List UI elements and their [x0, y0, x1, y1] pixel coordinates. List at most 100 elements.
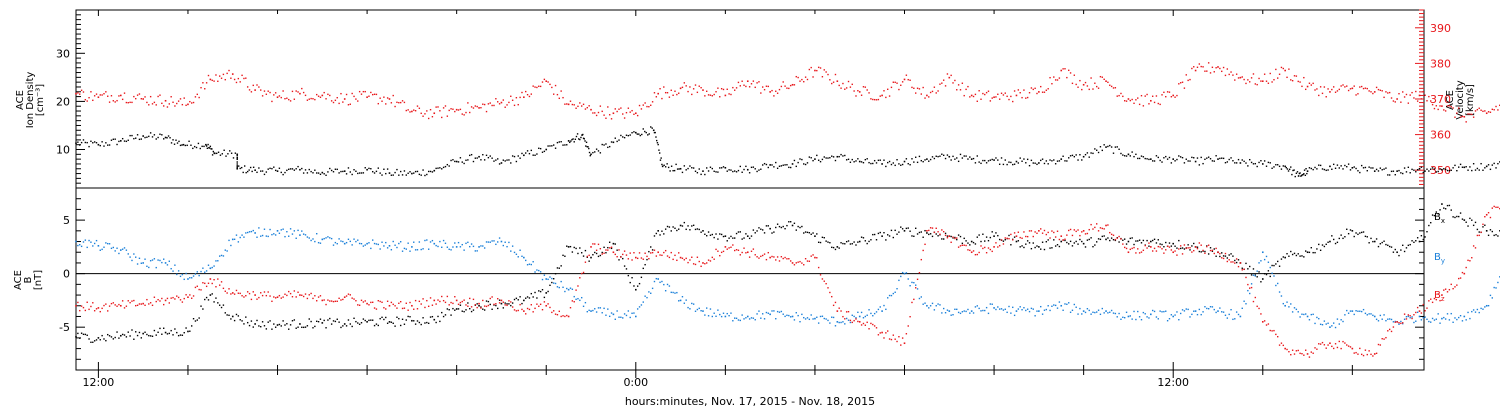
data-point — [1381, 338, 1383, 340]
data-point — [1301, 255, 1303, 257]
data-point — [610, 312, 613, 314]
data-point — [588, 260, 590, 262]
data-point — [431, 315, 434, 318]
data-point — [1435, 211, 1438, 213]
data-point — [441, 246, 443, 248]
data-point — [498, 299, 501, 301]
data-point — [177, 100, 180, 102]
data-point — [743, 237, 745, 239]
data-point — [1265, 273, 1268, 276]
data-point — [1077, 159, 1079, 161]
data-point — [1390, 318, 1393, 321]
data-point — [360, 93, 363, 95]
data-point — [1250, 161, 1253, 164]
data-point — [722, 88, 725, 91]
data-point — [954, 158, 956, 160]
data-point — [541, 289, 544, 291]
data-point — [1058, 245, 1061, 248]
data-point — [773, 256, 775, 258]
data-point — [1032, 162, 1034, 164]
data-point — [302, 326, 305, 329]
data-point — [84, 239, 87, 241]
data-point — [1097, 238, 1100, 240]
data-point — [510, 250, 512, 252]
data-point — [1303, 256, 1305, 258]
data-point — [900, 164, 902, 166]
data-point — [454, 160, 456, 163]
data-point — [511, 99, 514, 101]
data-point — [190, 325, 193, 327]
data-point — [242, 171, 244, 174]
data-point — [1230, 308, 1232, 311]
data-point — [1148, 158, 1150, 161]
data-point — [944, 157, 947, 160]
data-point — [625, 268, 628, 270]
data-point — [398, 174, 400, 176]
data-point — [1118, 148, 1120, 150]
data-point — [984, 309, 986, 312]
data-point — [349, 171, 352, 173]
data-point — [1045, 308, 1048, 311]
data-point — [1480, 231, 1482, 233]
data-point — [1122, 154, 1124, 156]
data-point — [778, 225, 781, 228]
data-point — [583, 138, 585, 140]
data-point — [181, 334, 184, 336]
data-point — [911, 235, 913, 237]
data-point — [1241, 269, 1243, 271]
data-point — [1306, 315, 1309, 318]
data-point — [396, 101, 398, 104]
data-point — [226, 250, 228, 252]
data-point — [201, 145, 203, 148]
data-point — [564, 144, 566, 146]
data-point — [189, 294, 191, 296]
data-point — [901, 81, 904, 83]
data-point — [1138, 157, 1141, 160]
data-point — [452, 307, 454, 310]
data-point — [403, 247, 406, 250]
data-point — [204, 298, 206, 301]
y-tick-label: -5 — [59, 321, 70, 334]
data-point — [142, 98, 144, 100]
data-point — [1405, 247, 1408, 249]
data-point — [578, 138, 580, 140]
data-point — [483, 159, 486, 161]
data-point — [506, 104, 508, 106]
data-point — [1484, 224, 1486, 226]
data-point — [821, 236, 824, 239]
data-point — [90, 305, 92, 308]
data-point — [1165, 310, 1167, 312]
data-point — [209, 145, 212, 148]
data-point — [181, 301, 184, 303]
data-point — [521, 152, 523, 155]
data-point — [636, 133, 638, 135]
data-point — [892, 334, 895, 336]
data-point — [161, 333, 163, 335]
data-point — [327, 236, 329, 238]
data-point — [123, 307, 126, 309]
data-point — [1263, 258, 1266, 261]
data-point — [1383, 240, 1385, 242]
data-point — [1053, 76, 1055, 78]
data-point — [469, 307, 471, 310]
data-point — [997, 234, 999, 237]
data-point — [308, 237, 310, 239]
data-point — [271, 300, 273, 303]
data-point — [1252, 163, 1255, 165]
data-point — [672, 226, 674, 228]
data-point — [306, 172, 309, 174]
data-point — [1206, 70, 1208, 72]
data-point — [1407, 102, 1410, 104]
data-point — [603, 307, 605, 310]
data-point — [1166, 320, 1169, 322]
data-point — [461, 300, 463, 303]
data-point — [683, 259, 686, 261]
data-point — [1312, 168, 1314, 171]
data-point — [1338, 323, 1340, 325]
data-point — [1351, 87, 1354, 90]
data-point — [730, 235, 732, 238]
data-point — [513, 104, 516, 107]
data-point — [1034, 231, 1036, 233]
data-point — [1144, 313, 1146, 315]
data-point — [1482, 169, 1484, 171]
